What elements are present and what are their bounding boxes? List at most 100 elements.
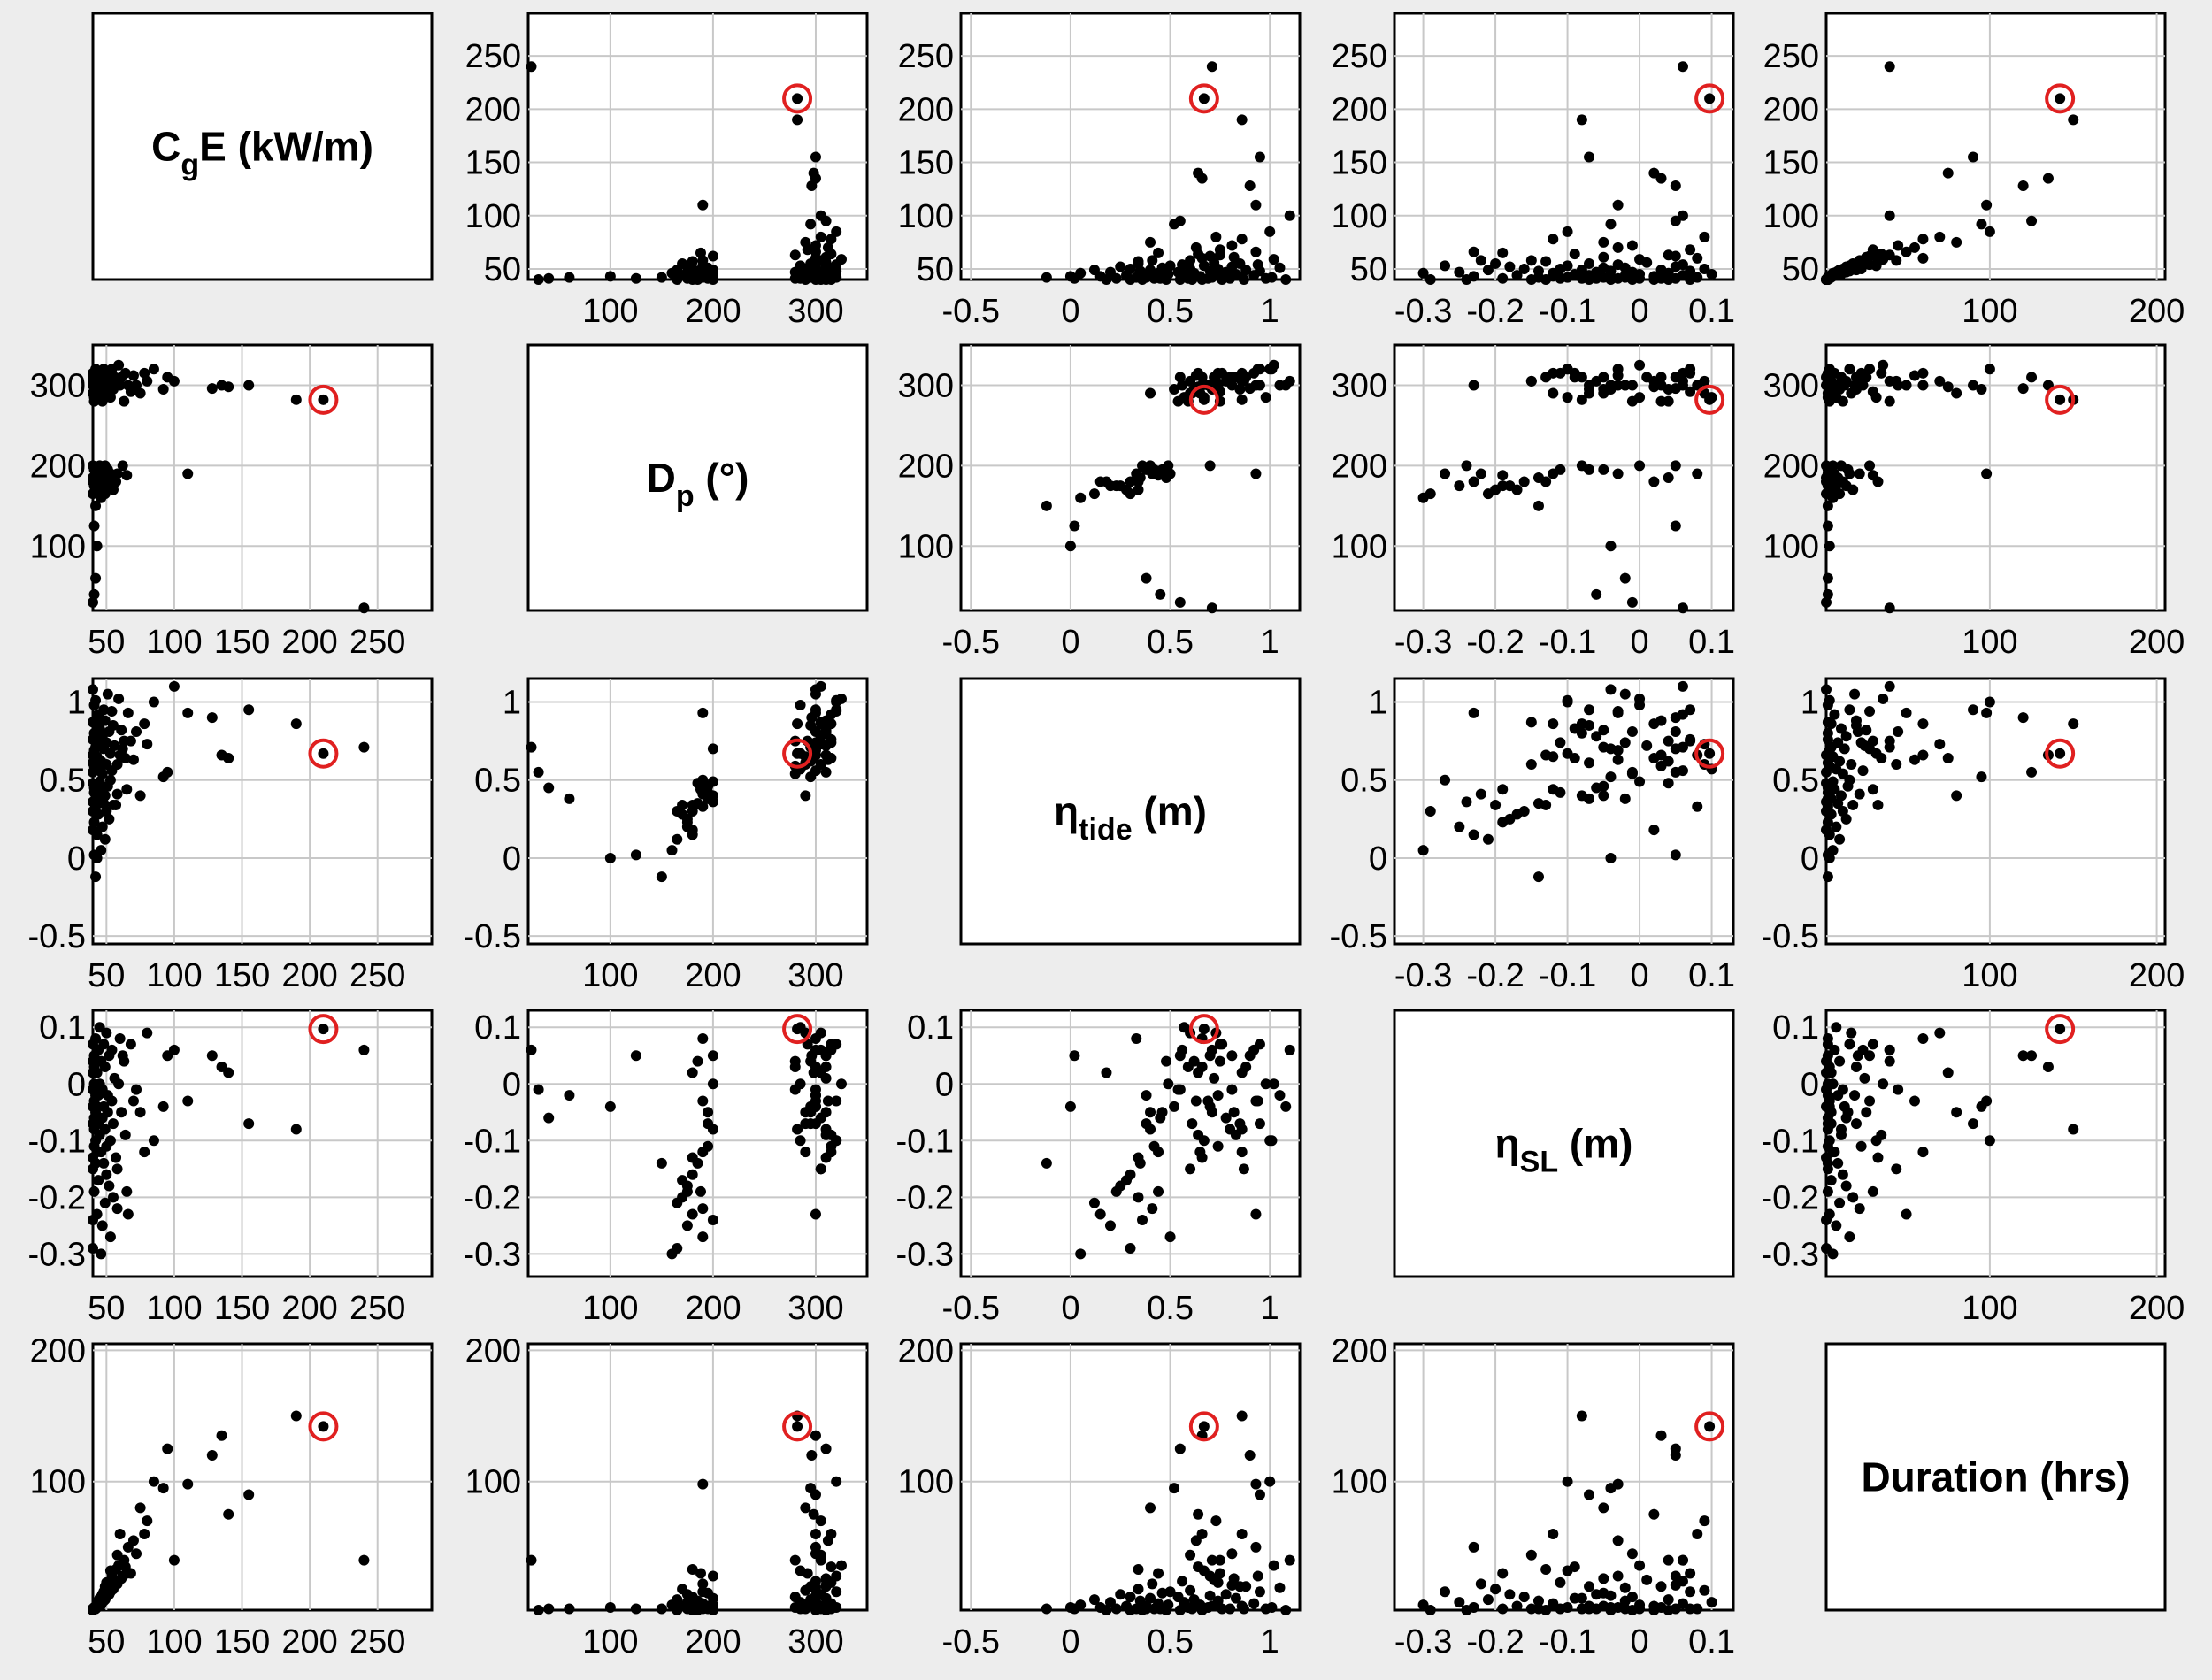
data-point-8 <box>162 1443 173 1454</box>
data-point-79 <box>88 1039 98 1050</box>
tick-label-y-CgE: 50 <box>484 251 521 288</box>
data-point-34 <box>1198 1565 1210 1576</box>
data-point-73 <box>1069 1603 1080 1615</box>
data-point-43 <box>820 1581 832 1592</box>
data-point-81 <box>1821 778 1832 789</box>
highlight-ring <box>1694 384 1725 415</box>
data-point-26 <box>1185 1549 1196 1561</box>
data-point-2 <box>810 151 821 163</box>
data-point-19 <box>1876 367 1887 379</box>
label-panel-CgE <box>91 12 434 281</box>
data-point-13 <box>134 790 146 802</box>
data-point-10 <box>1562 1476 1573 1487</box>
data-point-76 <box>1555 272 1566 284</box>
data-point-17 <box>122 380 134 391</box>
data-point-87 <box>1540 1605 1552 1615</box>
data-point-65 <box>90 871 102 883</box>
data-point-32 <box>106 706 118 717</box>
data-point-73 <box>1822 849 1833 861</box>
data-point-24 <box>1268 1560 1279 1571</box>
data-point-14 <box>1893 1084 1904 1095</box>
panel-r2-c3: -0.3 -0.2 -0.1 0 0.1 -0.5 0 0.5 1 <box>1330 677 1735 994</box>
data-point-76 <box>703 1140 714 1152</box>
data-point-20 <box>1884 735 1895 747</box>
data-point-41 <box>1699 1584 1710 1596</box>
data-point-4 <box>2042 1062 2054 1073</box>
data-point-83 <box>88 1084 98 1095</box>
data-point-83 <box>533 1605 544 1615</box>
data-point-6 <box>1250 1478 1262 1490</box>
tick-label-y-CgE: 50 <box>917 251 954 288</box>
data-point-6 <box>182 468 194 479</box>
data-point-81 <box>1663 1605 1674 1615</box>
data-point-82 <box>1187 1603 1198 1615</box>
data-point-50 <box>1591 1589 1602 1600</box>
data-point-3 <box>808 1508 819 1520</box>
highlight-ring <box>308 738 339 769</box>
data-point-65 <box>1041 500 1052 511</box>
tick-label-x-tide: 1 <box>1261 1623 1279 1661</box>
data-point-17 <box>1901 380 1912 391</box>
scatter-panel-CgE-vs-tide <box>959 12 1302 281</box>
data-point-1 <box>1236 394 1248 405</box>
axis-title-SL: ηSL (m) <box>1495 1121 1633 1179</box>
data-point-14 <box>131 1548 142 1560</box>
data-point-25 <box>1147 255 1158 266</box>
tick-label-x-tide: 0.5 <box>1147 293 1194 330</box>
data-point-81 <box>1821 1055 1832 1067</box>
data-point-86 <box>687 274 698 285</box>
data-point-12 <box>1236 1147 1248 1158</box>
tick-label-x-Dur: 200 <box>2129 293 2185 330</box>
data-point-85 <box>1605 684 1617 695</box>
data-point-5 <box>1244 180 1256 192</box>
data-point-62 <box>1548 387 1559 399</box>
data-point-17 <box>1901 707 1912 718</box>
data-point-80 <box>1525 1603 1537 1615</box>
highlight-point <box>318 394 329 405</box>
data-point-50 <box>1220 1589 1232 1600</box>
data-point-21 <box>707 250 718 262</box>
data-point-86 <box>88 1067 98 1078</box>
data-point-53 <box>1417 845 1429 856</box>
data-point-4 <box>810 1430 821 1441</box>
tick-label-x-tide: 1 <box>1261 624 1279 661</box>
data-point-18 <box>121 784 133 795</box>
panel-r3-c3: ηSL (m) <box>1393 1009 1735 1278</box>
data-point-86 <box>1821 1067 1832 1078</box>
data-point-29 <box>1584 719 1595 731</box>
data-point-20 <box>119 395 130 407</box>
data-point-39 <box>1555 1576 1566 1588</box>
tick-label-x-CgE: 250 <box>349 1290 405 1327</box>
data-point-0 <box>1884 602 1895 614</box>
data-point-23 <box>810 1529 821 1539</box>
data-point-18 <box>695 1568 706 1579</box>
data-point-27 <box>1872 799 1884 810</box>
data-point-44 <box>1482 488 1494 500</box>
tick-label-y-SL: 0 <box>935 1066 954 1103</box>
data-point-84 <box>1137 460 1148 472</box>
data-point-54 <box>1835 1129 1847 1140</box>
tick-label-x-tide: 0.5 <box>1147 1623 1194 1661</box>
data-point-64 <box>1648 718 1660 730</box>
tick-label-x-SL: 0 <box>1630 957 1648 994</box>
data-point-31 <box>810 765 821 777</box>
data-point-37 <box>1274 1090 1286 1101</box>
tick-label-y-SL: -0.1 <box>1762 1123 1819 1160</box>
data-point-30 <box>1133 484 1144 495</box>
tick-label-y-tide: 1 <box>1369 684 1387 721</box>
data-point-70 <box>1655 760 1667 771</box>
data-point-26 <box>1185 375 1196 387</box>
data-point-5 <box>2017 180 2029 192</box>
tick-label-y-tide: 1 <box>1801 684 1819 721</box>
data-point-23 <box>1917 749 1929 761</box>
data-point-46 <box>1532 472 1544 483</box>
data-point-71 <box>1110 272 1122 284</box>
tick-label-y-SL: -0.2 <box>28 1179 86 1216</box>
data-point-57 <box>677 1175 688 1186</box>
data-point-81 <box>88 778 98 789</box>
tick-label-x-Dp: 100 <box>582 1290 638 1327</box>
data-point-65 <box>1822 871 1833 883</box>
data-point-82 <box>800 274 811 285</box>
data-point-4 <box>1655 173 1667 184</box>
data-point-17 <box>1901 1208 1912 1220</box>
